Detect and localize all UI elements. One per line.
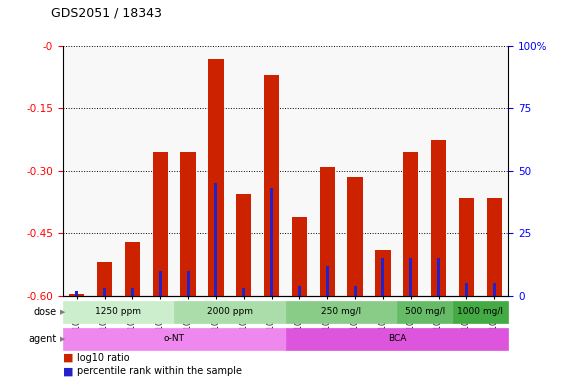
- Bar: [69, 294, 85, 296]
- Text: agent: agent: [29, 334, 57, 344]
- Bar: [465, 283, 468, 296]
- Bar: [152, 152, 168, 296]
- Bar: [174, 301, 286, 323]
- Text: 2000 ppm: 2000 ppm: [207, 307, 253, 316]
- Text: ■: ■: [63, 366, 73, 376]
- Bar: [375, 250, 391, 296]
- Bar: [353, 286, 357, 296]
- Bar: [264, 75, 279, 296]
- Text: GDS2051 / 18343: GDS2051 / 18343: [51, 6, 162, 19]
- Text: ■: ■: [63, 353, 73, 363]
- Text: dose: dose: [34, 307, 57, 317]
- Bar: [242, 288, 246, 296]
- Bar: [459, 198, 474, 296]
- Bar: [214, 184, 218, 296]
- Bar: [403, 152, 419, 296]
- Bar: [187, 271, 190, 296]
- Bar: [63, 328, 286, 350]
- Bar: [124, 242, 140, 296]
- Bar: [75, 291, 78, 296]
- Bar: [286, 301, 397, 323]
- Text: 500 mg/l: 500 mg/l: [405, 307, 445, 316]
- Text: 250 mg/l: 250 mg/l: [321, 307, 361, 316]
- Bar: [286, 328, 508, 350]
- Bar: [493, 283, 496, 296]
- Text: ▶: ▶: [60, 309, 65, 315]
- Text: 1250 ppm: 1250 ppm: [95, 307, 142, 316]
- Bar: [437, 258, 440, 296]
- Bar: [270, 188, 273, 296]
- Bar: [381, 258, 384, 296]
- Text: 1000 mg/l: 1000 mg/l: [457, 307, 504, 316]
- Bar: [453, 301, 508, 323]
- Bar: [159, 271, 162, 296]
- Bar: [409, 258, 412, 296]
- Bar: [103, 288, 106, 296]
- Bar: [63, 301, 174, 323]
- Bar: [131, 288, 134, 296]
- Bar: [325, 266, 329, 296]
- Bar: [292, 217, 307, 296]
- Bar: [347, 177, 363, 296]
- Text: percentile rank within the sample: percentile rank within the sample: [77, 366, 242, 376]
- Bar: [298, 286, 301, 296]
- Text: o-NT: o-NT: [164, 334, 184, 343]
- Bar: [431, 140, 447, 296]
- Text: ▶: ▶: [60, 336, 65, 342]
- Bar: [97, 262, 112, 296]
- Text: BCA: BCA: [388, 334, 406, 343]
- Text: log10 ratio: log10 ratio: [77, 353, 130, 363]
- Bar: [208, 59, 224, 296]
- Bar: [180, 152, 196, 296]
- Bar: [320, 167, 335, 296]
- Bar: [397, 301, 453, 323]
- Bar: [486, 198, 502, 296]
- Bar: [236, 194, 251, 296]
